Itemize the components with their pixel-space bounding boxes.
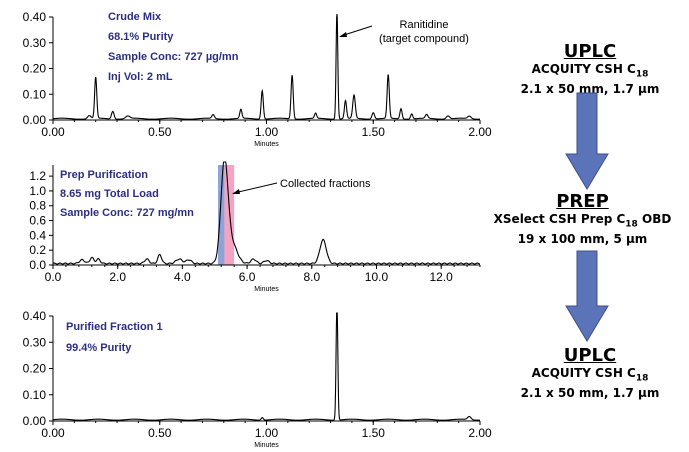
x-tick-label: 1.50 — [362, 125, 386, 139]
chromatogram-trace — [52, 312, 481, 421]
x-tick-label: 1.00 — [255, 426, 279, 440]
panel1-annotation-line2: (target compound) — [379, 33, 469, 45]
panel1-info-line4: Inj Vol: 2 mL — [108, 71, 173, 83]
y-tick-label: 0.30 — [23, 335, 47, 349]
y-tick-label: 0.10 — [23, 388, 47, 402]
chromatogram-trace — [52, 161, 481, 265]
x-axis-label: Minutes — [254, 286, 279, 293]
x-tick-label: 8.0 — [303, 270, 320, 284]
column-name: ACQUITY CSH C18 — [531, 366, 649, 384]
y-tick-label: 0.8 — [29, 199, 46, 213]
x-tick-label: 0.00 — [41, 426, 65, 440]
panel2-info-line1: Prep Purification — [60, 169, 148, 181]
method-title: UPLC — [563, 345, 617, 366]
x-axis-label: Minutes — [254, 442, 279, 449]
y-tick-label: 0.0 — [29, 258, 46, 272]
x-tick-label: 12.0 — [430, 270, 454, 284]
x-tick-label: 6.0 — [239, 270, 256, 284]
column-dimensions: 2.1 x 50 mm, 1.7 µm — [520, 386, 660, 401]
column-name: XSelect CSH Prep C18 OBD — [493, 212, 672, 230]
x-tick-label: 1.50 — [362, 426, 386, 440]
down-arrow-icon — [565, 92, 609, 190]
panel2-annotation-arrowhead — [232, 189, 240, 194]
x-tick-label: 10.0 — [365, 270, 389, 284]
y-tick-label: 1.2 — [29, 169, 46, 183]
panel1-info-line1: Crude Mix — [108, 11, 162, 23]
x-tick-label: 0.50 — [148, 125, 172, 139]
panel1-annotation-arrowhead — [339, 32, 347, 37]
chart-layer: 0.00 0.50 1.00 1.50 2.000.000.100.200.300.40… — [23, 10, 492, 449]
x-tick-label: 0.50 — [148, 426, 172, 440]
x-tick-label: 1.00 — [255, 125, 279, 139]
y-tick-label: 1.0 — [29, 184, 46, 198]
y-tick-label: 0.40 — [23, 309, 47, 323]
column-dimensions: 2.1 x 50 mm, 1.7 µm — [520, 82, 660, 97]
panel2-info-line3: Sample Conc: 727 mg/mn — [60, 207, 194, 219]
panel2-annotation-arrow — [233, 182, 278, 194]
panel2-annotation: Collected fractions — [280, 178, 371, 190]
panel3-info-line2: 99.4% Purity — [66, 342, 132, 354]
y-tick-label: 0.4 — [29, 228, 46, 242]
x-tick-label: 2.00 — [468, 125, 492, 139]
panel3-info-line1: Purified Fraction 1 — [66, 321, 163, 333]
y-tick-label: 0.00 — [23, 113, 47, 127]
column-dimensions: 19 x 100 mm, 5 µm — [517, 232, 648, 247]
chromatogram-trace — [52, 13, 480, 120]
column-name: ACQUITY CSH C18 — [531, 62, 649, 80]
y-tick-label: 0.00 — [23, 414, 47, 428]
method-title: PREP — [556, 191, 609, 212]
panel1-annotation-line1: Ranitidine — [400, 19, 449, 31]
x-axis-label: Minutes — [254, 141, 279, 148]
x-tick-label: 0.00 — [41, 125, 65, 139]
method-block-prep: PREP XSelect CSH Prep C18 OBD 19 x 100 m… — [480, 192, 685, 247]
y-tick-label: 0.20 — [23, 362, 47, 376]
panel1-info-line3: Sample Conc: 727 µg/mn — [108, 51, 239, 63]
x-tick-label: 2.00 — [468, 426, 492, 440]
down-arrow-icon — [565, 250, 609, 342]
panel2-info-line2: 8.65 mg Total Load — [60, 188, 159, 200]
method-block-uplc-2: UPLC ACQUITY CSH C18 2.1 x 50 mm, 1.7 µm — [500, 346, 680, 401]
y-tick-label: 0.10 — [23, 87, 47, 101]
x-tick-label: 4.0 — [174, 270, 191, 284]
method-block-uplc-1: UPLC ACQUITY CSH C18 2.1 x 50 mm, 1.7 µm — [500, 42, 680, 97]
x-tick-label: 0.0 — [45, 270, 62, 284]
panel1-info-line2: 68.1% Purity — [108, 31, 174, 43]
y-tick-label: 0.30 — [23, 36, 47, 50]
y-tick-label: 0.40 — [23, 10, 47, 24]
method-title: UPLC — [563, 41, 617, 62]
fraction-shade-blue — [217, 165, 225, 265]
y-tick-label: 0.6 — [29, 214, 46, 228]
x-tick-label: 2.0 — [109, 270, 126, 284]
y-tick-label: 0.20 — [23, 62, 47, 76]
y-tick-label: 0.2 — [29, 243, 46, 257]
